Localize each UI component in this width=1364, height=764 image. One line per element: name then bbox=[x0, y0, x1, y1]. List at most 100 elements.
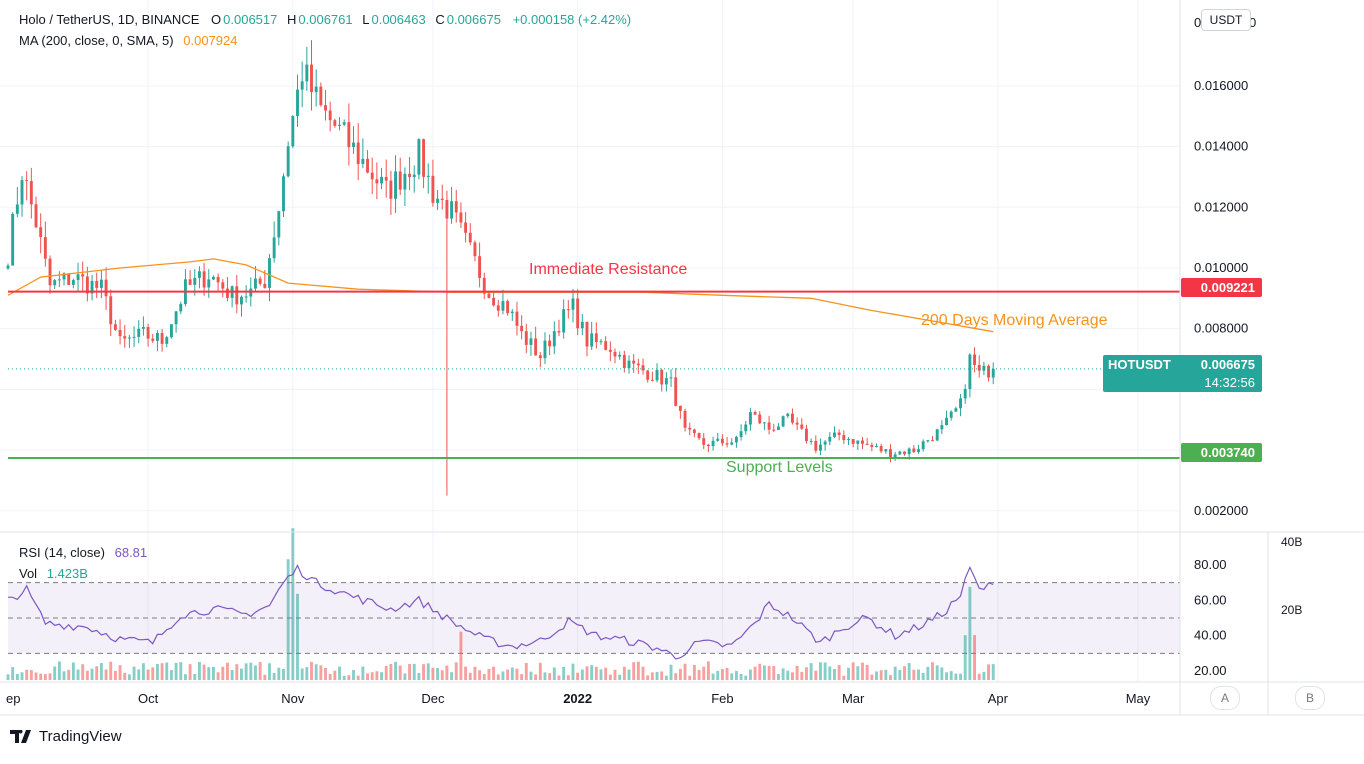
volume-bar bbox=[95, 666, 99, 680]
candle-body bbox=[893, 454, 897, 458]
volume-bar bbox=[991, 664, 995, 680]
volume-bar bbox=[375, 671, 379, 680]
volume-bar bbox=[618, 674, 622, 680]
volume-bar bbox=[534, 674, 538, 680]
volume-bar bbox=[132, 666, 136, 680]
candle-body bbox=[468, 232, 472, 243]
ohlc-legend: Holo / TetherUS, 1D, BINANCE O 0.006517 H… bbox=[19, 12, 633, 27]
candle-body bbox=[954, 408, 958, 412]
candle-body bbox=[861, 440, 864, 444]
candle-body bbox=[244, 296, 248, 298]
symbol-badge bbox=[1103, 355, 1262, 392]
candle-body bbox=[398, 171, 402, 190]
volume-bar bbox=[776, 674, 780, 680]
volume-bar bbox=[753, 666, 757, 680]
volume-bar bbox=[940, 667, 944, 680]
candle-body bbox=[450, 201, 454, 219]
volume-bar bbox=[235, 664, 239, 680]
candle-body bbox=[137, 328, 141, 337]
candle-body bbox=[464, 222, 468, 233]
volume-bar bbox=[828, 666, 832, 680]
candle-body bbox=[296, 89, 299, 117]
candle-body bbox=[730, 442, 734, 445]
volume-bar bbox=[870, 674, 874, 680]
volume-bar bbox=[552, 667, 556, 680]
candle-body bbox=[212, 276, 215, 280]
horizontal-levels[interactable] bbox=[8, 290, 1180, 459]
candle-body bbox=[520, 325, 524, 332]
volume-bar bbox=[622, 666, 626, 680]
volume-bar bbox=[146, 669, 150, 680]
scale-b-button[interactable]: B bbox=[1295, 686, 1325, 710]
currency-button[interactable]: USDT bbox=[1201, 9, 1251, 31]
volume-bar bbox=[660, 671, 664, 680]
volume-bar bbox=[127, 674, 131, 680]
volume-bar bbox=[730, 673, 734, 680]
candle-body bbox=[394, 171, 398, 199]
volume-bar bbox=[104, 669, 108, 680]
price-axis-tick: 0.010000 bbox=[1194, 260, 1248, 275]
candlesticks[interactable] bbox=[6, 40, 995, 496]
candle-body bbox=[935, 429, 939, 441]
volume-bar bbox=[492, 666, 496, 680]
volume-bar bbox=[468, 672, 472, 680]
close-label: C bbox=[435, 12, 445, 27]
volume-bar bbox=[949, 671, 953, 680]
symbol-label: HOTUSDT bbox=[1108, 357, 1171, 372]
volume-bar bbox=[781, 668, 785, 680]
time-axis-tick: Mar bbox=[842, 691, 865, 706]
volume-bar bbox=[506, 669, 510, 680]
candle-body bbox=[926, 440, 930, 442]
volume-bar bbox=[403, 673, 407, 680]
candle-body bbox=[319, 86, 323, 106]
candle-body bbox=[352, 142, 355, 148]
volume-bar bbox=[263, 674, 267, 680]
candle-body bbox=[632, 360, 636, 364]
volume-bar bbox=[408, 664, 412, 680]
volume-bar bbox=[155, 663, 159, 680]
volume-bar bbox=[482, 674, 486, 680]
price-axis-tick: 0.012000 bbox=[1194, 199, 1248, 214]
volume-bar bbox=[310, 661, 313, 680]
candle-body bbox=[90, 280, 94, 294]
candle-body bbox=[903, 451, 906, 455]
candle-body bbox=[842, 435, 846, 441]
candle-body bbox=[6, 265, 10, 269]
volume-value: 1.423B bbox=[46, 566, 88, 581]
time-axis-tick: Nov bbox=[281, 691, 305, 706]
volume-bar bbox=[865, 664, 869, 680]
candle-body bbox=[11, 213, 15, 266]
candle-body bbox=[856, 440, 860, 444]
volume-bar bbox=[282, 668, 285, 680]
volume-bar bbox=[333, 670, 337, 680]
volume-bar bbox=[123, 672, 127, 680]
volume-bar bbox=[347, 675, 351, 680]
candle-body bbox=[912, 448, 916, 453]
candle-body bbox=[748, 412, 752, 425]
volume-bar bbox=[113, 670, 117, 680]
open-value: 0.006517 bbox=[223, 12, 278, 27]
candle-body bbox=[692, 429, 696, 434]
scale-a-button[interactable]: A bbox=[1210, 686, 1240, 710]
volume-bars bbox=[6, 528, 995, 680]
tradingview-logo[interactable]: TradingView bbox=[10, 728, 122, 745]
volume-bar bbox=[450, 672, 454, 680]
candle-body bbox=[324, 105, 327, 111]
volume-bar bbox=[982, 671, 986, 680]
open-label: O bbox=[211, 12, 222, 27]
candle-body bbox=[216, 276, 220, 283]
candle-body bbox=[762, 422, 766, 424]
rsi-label: RSI (14, close) bbox=[19, 545, 105, 560]
candle-body bbox=[81, 274, 85, 277]
candle-body bbox=[235, 286, 239, 305]
candle-body bbox=[408, 173, 412, 178]
volume-bar bbox=[384, 666, 388, 680]
volume-bar bbox=[664, 675, 668, 680]
volume-bar bbox=[590, 665, 594, 680]
volume-bar bbox=[655, 671, 659, 680]
volume-bar bbox=[875, 671, 878, 680]
candle-body bbox=[557, 331, 561, 333]
candle-body bbox=[688, 427, 692, 430]
